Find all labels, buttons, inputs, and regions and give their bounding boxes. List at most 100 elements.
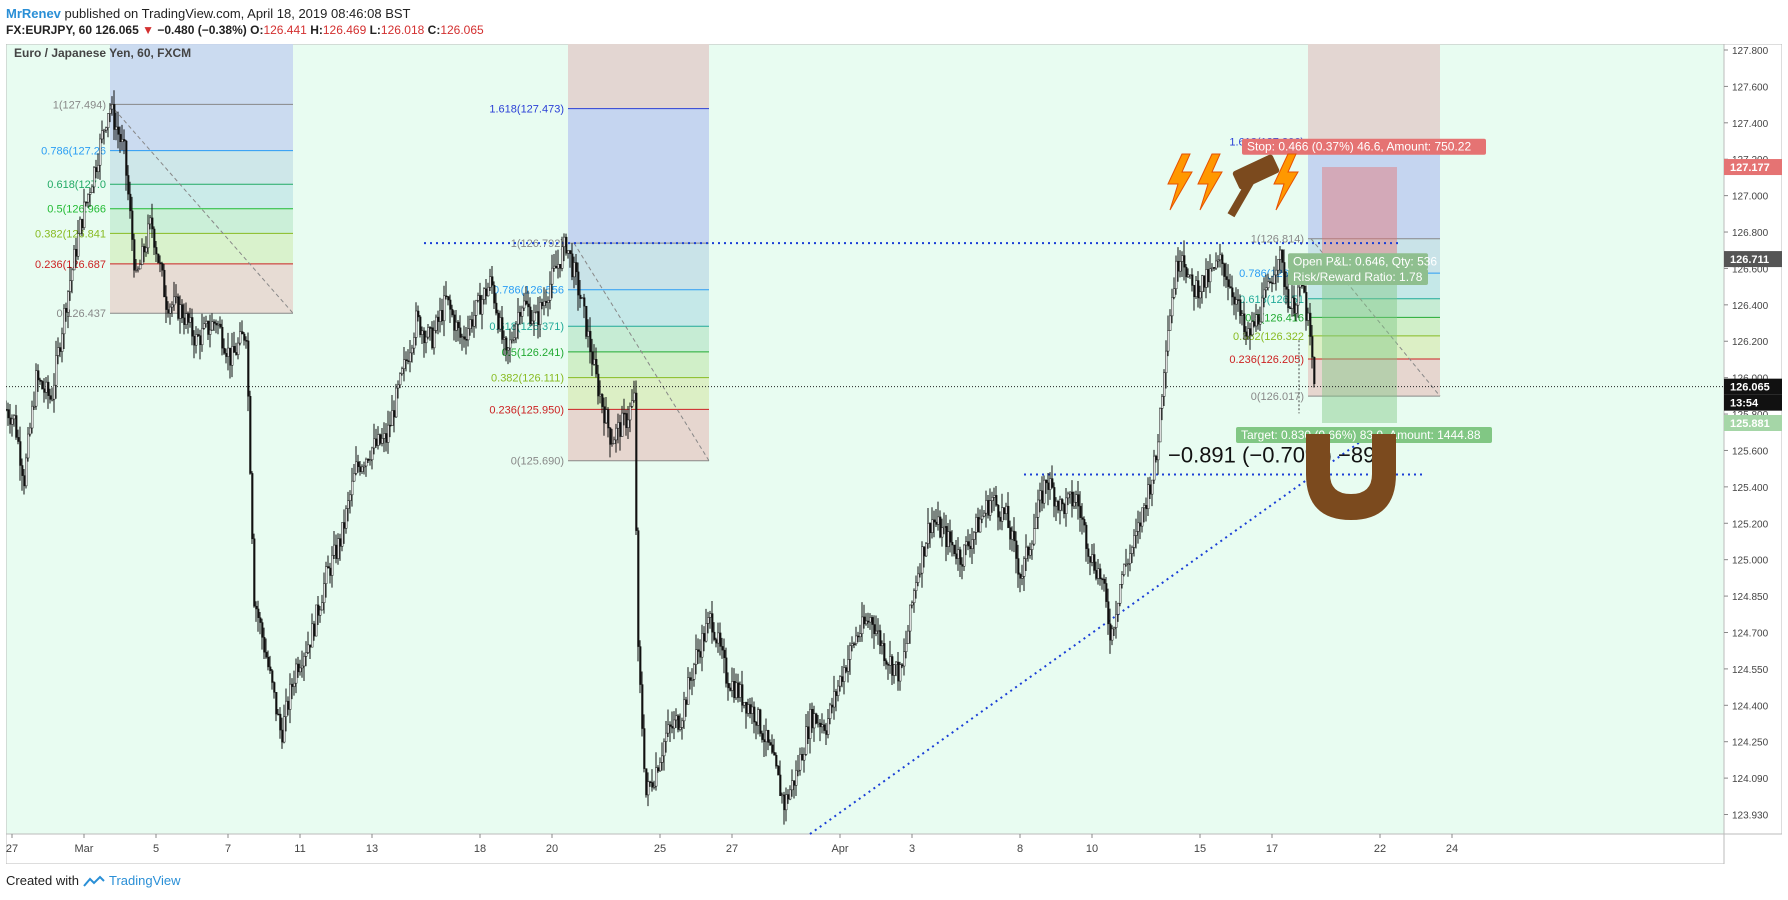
candle-body — [199, 335, 202, 346]
candle-body — [1247, 328, 1250, 337]
candle-body — [785, 794, 788, 811]
candle-body — [805, 726, 808, 755]
candle-body — [283, 716, 286, 743]
candle-body — [485, 288, 488, 297]
candle-body — [1155, 455, 1158, 461]
candle-body — [773, 752, 776, 756]
candle-body — [111, 104, 114, 110]
lightning-icon — [1197, 153, 1223, 211]
candle-body — [601, 394, 604, 407]
candle-body — [613, 439, 616, 445]
candle-body — [587, 330, 590, 337]
author-name[interactable]: MrRenev — [6, 6, 61, 21]
candle-body — [345, 508, 348, 529]
candle-body — [1187, 274, 1190, 278]
candle-body — [1197, 280, 1200, 299]
candle-body — [1001, 507, 1004, 522]
candle-body — [1193, 285, 1196, 297]
candle-body — [957, 549, 960, 559]
candle-body — [555, 265, 558, 269]
candle-body — [1227, 279, 1230, 287]
candle-body — [407, 360, 410, 362]
candle-body — [561, 246, 564, 269]
candle-body — [1089, 556, 1092, 563]
candle-body — [365, 459, 368, 467]
candle-body — [959, 549, 962, 565]
target-price-tag: 125.881 — [1730, 418, 1770, 430]
candle-body — [763, 739, 766, 743]
candle-body — [161, 263, 164, 271]
candle-body — [633, 392, 636, 401]
candle-body — [241, 331, 244, 335]
fib3-band — [1308, 298, 1440, 318]
candle-body — [159, 262, 162, 264]
candle-body — [271, 670, 274, 683]
x-tick-label: 27 — [726, 843, 738, 855]
candle-body — [1031, 543, 1034, 550]
footer: Created with TradingView — [6, 873, 181, 888]
candle-body — [917, 573, 920, 583]
candle-body — [1019, 574, 1022, 579]
candle-body — [323, 583, 326, 603]
candle-body — [747, 704, 750, 714]
candle-body — [907, 630, 910, 644]
candle-body — [117, 126, 120, 135]
candle-body — [605, 409, 608, 424]
candle-body — [653, 785, 656, 788]
tradingview-brand[interactable]: TradingView — [108, 873, 181, 888]
candle-body — [1241, 313, 1244, 316]
candle-body — [947, 531, 950, 547]
candle-body — [367, 459, 370, 461]
candle-body — [95, 167, 98, 173]
candle-body — [719, 632, 722, 647]
candle-body — [659, 762, 662, 772]
candle-body — [281, 729, 284, 743]
fib2-level-label: 0.236(125.950) — [489, 404, 564, 416]
candle-body — [249, 396, 252, 474]
candle-body — [107, 113, 110, 128]
magnet-icon — [1306, 434, 1396, 520]
candle-body — [1127, 563, 1130, 565]
candle-body — [147, 223, 150, 249]
candle-body — [755, 721, 758, 726]
candle-body — [1309, 312, 1312, 337]
candle-body — [955, 553, 958, 559]
entry-price-tag-bg — [1724, 251, 1782, 268]
candle-body — [897, 661, 900, 682]
current-price-tag: 126.065 — [1730, 382, 1770, 394]
candle-body — [291, 683, 294, 687]
candle-body — [581, 297, 584, 299]
candle-body — [857, 635, 860, 638]
candle-body — [1263, 289, 1266, 299]
stop-price-tag: 127.177 — [1730, 162, 1770, 174]
x-tick-label: Apr — [831, 843, 848, 855]
candle-body — [779, 774, 782, 796]
candle-body — [713, 631, 716, 640]
candle-body — [971, 539, 974, 549]
candle-body — [397, 384, 400, 389]
candle-body — [787, 794, 790, 800]
candle-body — [1311, 336, 1314, 358]
candle-body — [149, 217, 152, 225]
fib2-level-label: 0.618(126.371) — [489, 321, 564, 333]
candle-body — [811, 709, 814, 729]
candle-body — [835, 691, 838, 696]
candle-body — [25, 457, 28, 487]
candle-body — [309, 644, 312, 648]
candle-body — [983, 512, 986, 517]
chart-area[interactable]: 1(127.494) 0.786(127.26 0.618(127.0 0.5(126… — [6, 44, 1782, 864]
x-tick-label: 15 — [1194, 843, 1206, 855]
candle-body — [777, 765, 780, 776]
candle-body — [863, 616, 866, 625]
candle-body — [865, 620, 868, 625]
candle-body — [191, 317, 194, 337]
gavel-handle — [1227, 178, 1255, 218]
candle-body — [679, 727, 682, 730]
candle-body — [483, 288, 486, 300]
candle-body — [935, 521, 938, 525]
fib3-band — [1308, 335, 1440, 360]
candle-body — [377, 434, 380, 446]
candle-body — [1307, 312, 1310, 321]
candle-body — [1225, 276, 1228, 280]
price-chart[interactable]: 1(127.494) 0.786(127.26 0.618(127.0 0.5(126… — [6, 44, 1782, 864]
